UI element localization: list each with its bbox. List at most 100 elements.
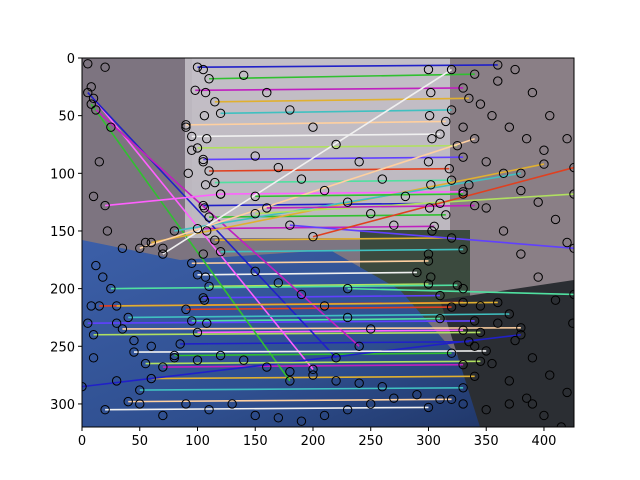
- keypoint-marker: [562, 237, 572, 248]
- y-tick-label: 200: [50, 283, 75, 298]
- keypoint-marker: [342, 405, 353, 415]
- keypoint-marker: [435, 313, 445, 324]
- keypoint-marker: [458, 360, 468, 370]
- keypoint-marker: [215, 350, 226, 361]
- keypoint-marker: [200, 180, 211, 190]
- keypoint-marker: [516, 323, 526, 333]
- keypoint-marker: [135, 385, 145, 395]
- keypoint-marker: [469, 316, 480, 326]
- match-line: [185, 120, 446, 126]
- match-line: [151, 375, 475, 380]
- keypoint-marker: [204, 281, 214, 292]
- keypoint-marker: [111, 376, 122, 386]
- keypoint-marker: [215, 189, 226, 199]
- keypoint-marker: [273, 162, 284, 173]
- keypoint-marker: [424, 110, 435, 121]
- keypoint-marker: [88, 330, 99, 340]
- keypoint-marker: [458, 152, 468, 162]
- keypoint-marker: [493, 297, 503, 308]
- match-line: [191, 317, 441, 322]
- keypoint-marker: [331, 139, 341, 150]
- match-line: [209, 214, 446, 218]
- keypoint-marker: [464, 336, 474, 347]
- keypoint-marker: [198, 154, 208, 165]
- keypoint-marker: [262, 203, 272, 213]
- keypoint-marker: [158, 362, 168, 372]
- keypoint-marker: [504, 376, 515, 386]
- keypoint-marker: [493, 60, 503, 70]
- keypoint-marker: [123, 312, 133, 323]
- keypoint-marker: [158, 249, 168, 259]
- keypoint-marker: [435, 290, 445, 301]
- keypoint-marker: [533, 272, 543, 282]
- keypoint-marker: [446, 175, 457, 185]
- keypoint-marker: [187, 258, 197, 268]
- x-tick-label: 350: [474, 434, 499, 449]
- match-line: [197, 271, 417, 276]
- y-tick-label: 250: [50, 340, 75, 355]
- keypoint-marker: [192, 223, 203, 234]
- x-tick-label: 300: [416, 434, 441, 449]
- keypoint-marker: [427, 134, 437, 144]
- keypoint-marker: [192, 327, 203, 338]
- match-line: [214, 179, 452, 184]
- match-line: [185, 306, 452, 311]
- keypoint-marker: [100, 405, 110, 415]
- match-line: [209, 73, 475, 80]
- keypoint-marker: [100, 200, 110, 211]
- keypoint-marker: [469, 341, 480, 351]
- match-line: [255, 193, 464, 198]
- keypoint-marker: [94, 301, 105, 311]
- keypoint-marker: [516, 168, 526, 179]
- keypoint-marker: [204, 212, 214, 222]
- keypoint-marker: [441, 210, 451, 220]
- match-line: [191, 133, 441, 138]
- keypoint-marker: [140, 237, 151, 248]
- y-tick-label: 100: [50, 167, 75, 182]
- match-line: [220, 248, 464, 253]
- keypoint-marker: [183, 168, 193, 179]
- match-line: [105, 406, 429, 411]
- keypoint-marker: [210, 177, 220, 188]
- keypoint-marker: [342, 283, 353, 294]
- keypoint-marker: [504, 122, 515, 132]
- keypoint-marker: [423, 402, 434, 413]
- keypoint-marker: [441, 116, 451, 127]
- keypoint-marker: [202, 134, 212, 144]
- keypoint-marker: [91, 260, 101, 271]
- keypoint-marker: [88, 353, 99, 363]
- keypoint-marker: [458, 399, 468, 409]
- match-line: [266, 204, 475, 209]
- keypoint-marker: [285, 105, 295, 115]
- keypoint-marker: [187, 316, 197, 326]
- match-line: [197, 144, 458, 149]
- keypoint-marker: [426, 180, 436, 190]
- keypoint-marker: [285, 376, 295, 386]
- keypoint-marker: [202, 318, 212, 328]
- match-line: [214, 237, 452, 241]
- keypoint-marker: [424, 203, 435, 213]
- keypoint-marker: [331, 376, 341, 386]
- match-line: [197, 64, 498, 69]
- y-tick-label: 300: [50, 398, 75, 413]
- keypoint-marker: [198, 293, 208, 303]
- keypoint-marker: [469, 371, 480, 381]
- keypoint-marker: [481, 157, 491, 167]
- keypoint-marker: [319, 410, 330, 421]
- y-axis-ticks: 0 50 100 150 200 250 300: [50, 52, 82, 413]
- keypoint-markers-layer: [82, 59, 574, 427]
- keypoint-marker: [199, 203, 210, 213]
- keypoint-marker: [446, 302, 457, 312]
- match-line: [90, 103, 291, 382]
- keypoint-marker: [458, 325, 468, 335]
- match-line: [203, 156, 464, 161]
- keypoint-marker: [423, 249, 434, 259]
- keypoint-marker: [469, 134, 480, 144]
- keypoint-marker: [192, 62, 203, 72]
- keypoint-marker: [187, 131, 197, 142]
- keypoint-marker: [181, 304, 191, 315]
- keypoint-marker: [215, 247, 226, 257]
- keypoint-marker: [106, 283, 116, 294]
- keypoint-marker: [91, 105, 101, 115]
